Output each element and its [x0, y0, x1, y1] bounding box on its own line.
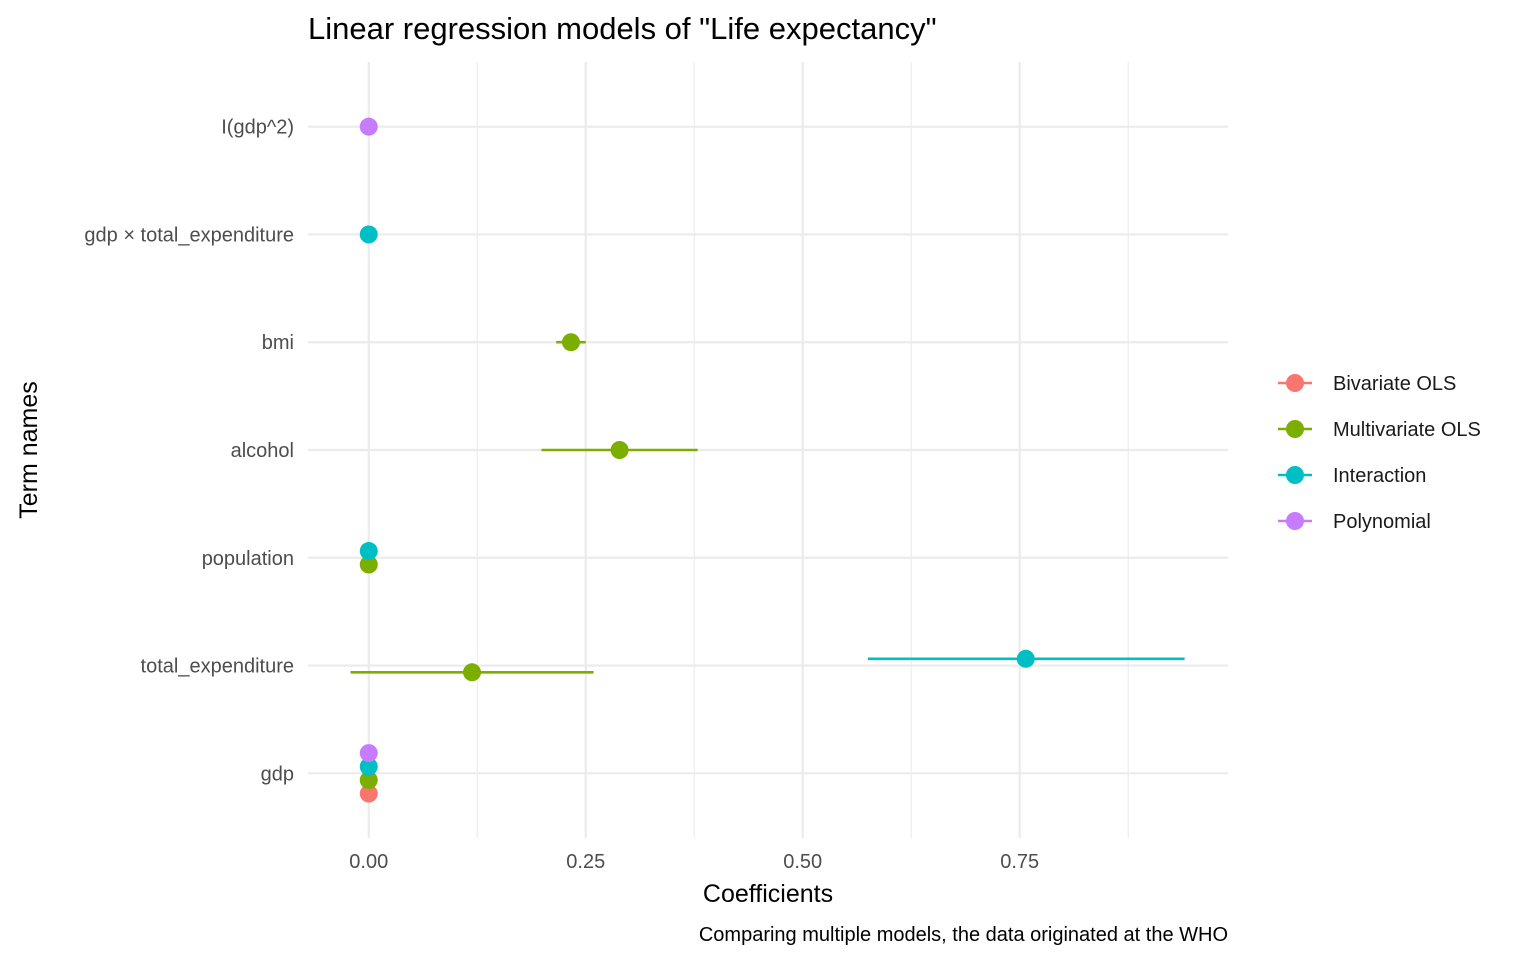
chart-title: Linear regression models of "Life expect…	[308, 11, 937, 46]
y-tick-label: I(gdp^2)	[221, 117, 294, 139]
x-tick-label: 0.50	[783, 851, 822, 873]
coefficient-point	[359, 117, 378, 136]
x-tick-label: 0.75	[1000, 851, 1039, 873]
coefficient-point	[359, 225, 378, 244]
legend-item: Bivariate OLS	[1278, 373, 1456, 395]
grid-layer	[308, 62, 1228, 838]
x-tick-label: 0.25	[566, 851, 605, 873]
coefficient-point	[541, 441, 698, 459]
coefficient-point	[359, 771, 378, 790]
legend-key-dot	[1286, 374, 1304, 392]
legend-item: Interaction	[1278, 465, 1426, 487]
coefficient-point	[359, 542, 378, 561]
y-tick-label: total_expenditure	[141, 656, 294, 678]
coefficient-point	[867, 649, 1185, 668]
estimate-dot	[463, 663, 482, 682]
estimate-dot	[359, 771, 378, 790]
estimate-dot	[359, 117, 378, 136]
x-tick-label: 0.00	[349, 851, 388, 873]
y-tick-label: bmi	[262, 332, 294, 354]
estimate-dot	[359, 784, 378, 803]
legend-item: Polynomial	[1278, 511, 1431, 533]
y-tick-label: alcohol	[231, 440, 294, 462]
legend-label: Interaction	[1333, 465, 1426, 487]
legend-key-dot	[1286, 512, 1304, 530]
coefficient-point	[359, 555, 378, 574]
legend-label: Bivariate OLS	[1333, 373, 1456, 395]
chart-caption: Comparing multiple models, the data orig…	[699, 924, 1228, 946]
axis-layer: 0.00 0.25 0.50 0.75 gdp total_expenditure popu…	[84, 117, 1039, 873]
marks-layer	[350, 117, 1185, 803]
coefficient-point	[359, 757, 378, 776]
y-tick-label: gdp × total_expenditure	[84, 224, 294, 246]
legend-item: Multivariate OLS	[1278, 419, 1481, 441]
y-axis-title: Term names	[15, 381, 43, 519]
estimate-dot	[359, 555, 378, 574]
estimate-dot	[561, 333, 580, 352]
coefficient-point	[350, 663, 594, 682]
estimate-dot	[359, 757, 378, 776]
x-axis-title: Coefficients	[703, 880, 833, 908]
estimate-dot	[610, 441, 629, 459]
estimate-dot	[359, 744, 378, 763]
estimate-dot	[359, 225, 378, 244]
y-tick-label: population	[202, 548, 294, 570]
legend-key-dot	[1286, 466, 1304, 484]
legend-key-dot	[1286, 420, 1304, 438]
coefficient-point	[556, 333, 586, 352]
estimate-dot	[359, 542, 378, 561]
coefficient-point	[359, 744, 378, 763]
legend-label: Polynomial	[1333, 511, 1431, 533]
coefficient-point	[359, 784, 378, 803]
estimate-dot	[1016, 649, 1035, 668]
legend: Bivariate OLS Multivariate OLS Interaction…	[1278, 373, 1481, 533]
legend-label: Multivariate OLS	[1333, 419, 1481, 441]
y-tick-label: gdp	[261, 763, 294, 785]
